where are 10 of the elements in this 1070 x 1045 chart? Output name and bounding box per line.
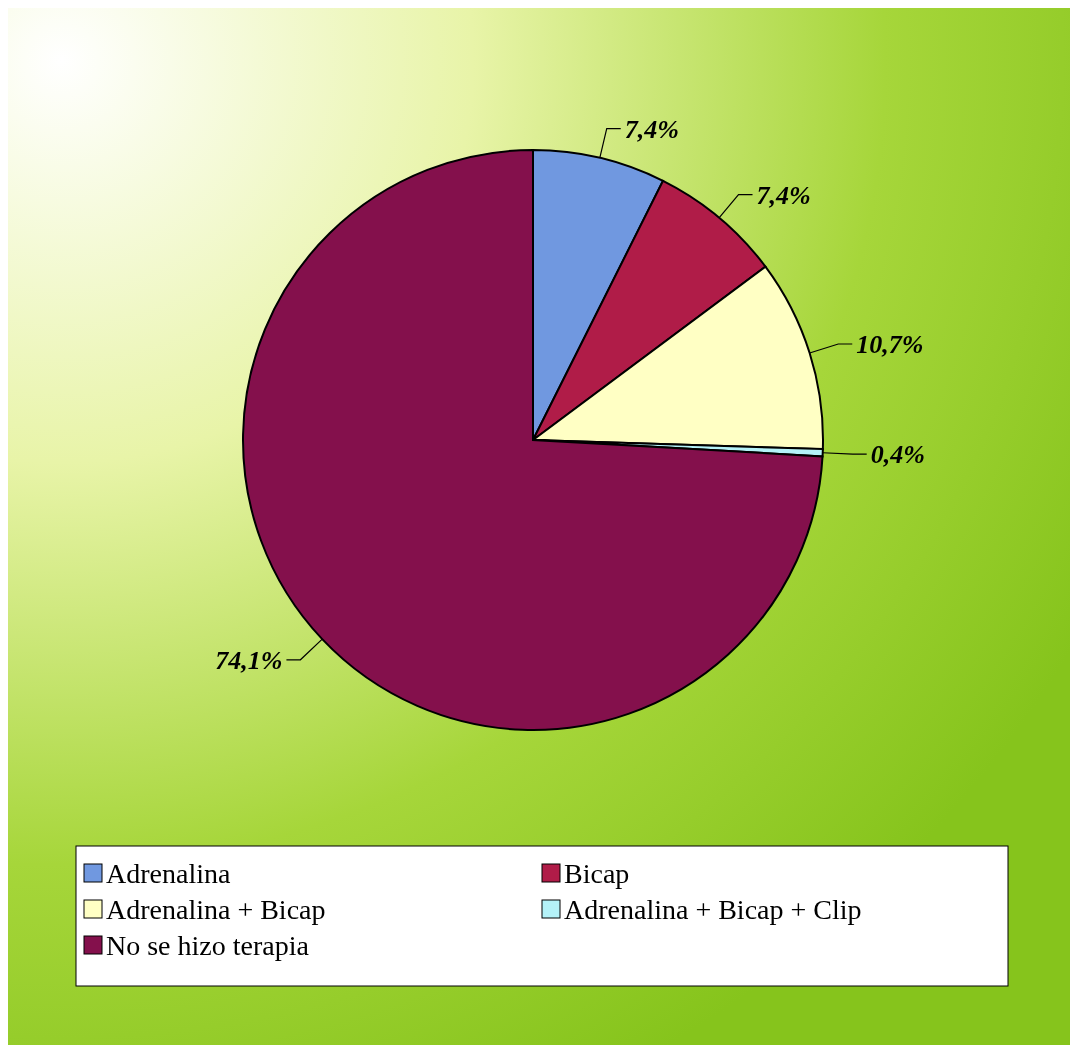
legend-label: No se hizo terapia: [106, 929, 310, 961]
legend-label: Adrenalina + Bicap + Clip: [564, 893, 862, 925]
data-label: 0,4%: [870, 440, 925, 470]
legend-label: Bicap: [564, 857, 630, 889]
data-label: 7,4%: [624, 114, 679, 144]
data-label: 74,1%: [215, 645, 283, 675]
data-label: 10,7%: [856, 330, 924, 360]
legend-label: Adrenalina + Bicap: [106, 893, 326, 925]
legend-label: Adrenalina: [106, 857, 231, 889]
data-label: 7,4%: [756, 180, 811, 210]
